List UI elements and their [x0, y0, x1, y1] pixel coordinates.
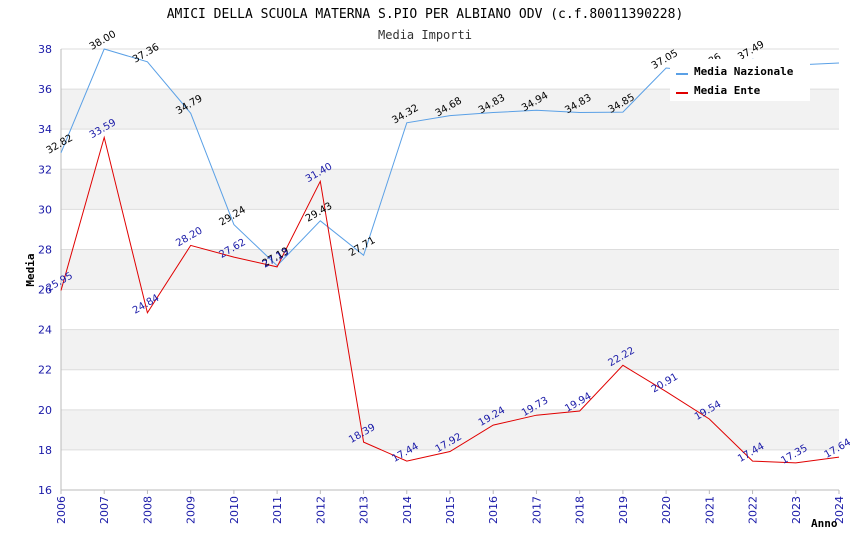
x-tick-label: 2009	[185, 496, 198, 524]
x-tick-label: 2014	[401, 496, 414, 524]
x-axis-label: Anno	[811, 517, 838, 530]
x-tick-label: 2008	[141, 496, 154, 524]
x-tick-label: 2012	[314, 496, 327, 524]
chart-title: AMICI DELLA SCUOLA MATERNA S.PIO PER ALB…	[167, 7, 684, 22]
x-tick-label: 2006	[55, 496, 68, 524]
x-tick-label: 2022	[747, 496, 760, 524]
legend-box	[670, 59, 810, 101]
legend: Media Nazionale Media Ente	[670, 59, 810, 101]
y-tick-label: 20	[38, 404, 52, 417]
grid-band	[61, 249, 839, 290]
y-tick-label: 34	[38, 123, 52, 136]
data-label: 25.95	[45, 270, 75, 294]
y-tick-label: 16	[38, 484, 52, 497]
grid-band	[61, 409, 839, 450]
y-tick-label: 32	[38, 163, 52, 176]
y-tick-label: 36	[38, 83, 52, 96]
x-tick-label: 2010	[228, 496, 241, 524]
x-tick-label: 2019	[617, 496, 630, 524]
data-label: 37.36	[131, 42, 161, 66]
grid-band	[61, 329, 839, 370]
y-tick-label: 18	[38, 444, 52, 457]
x-tick-label: 2021	[703, 496, 716, 524]
x-tick-label: 2011	[271, 496, 284, 524]
y-tick-label: 28	[38, 243, 52, 256]
series-line-1	[60, 135, 840, 464]
legend-entry: Media Nazionale	[694, 65, 794, 78]
y-tick-label: 30	[38, 203, 52, 216]
data-label: 32.82	[45, 133, 75, 157]
x-tick-label: 2024	[833, 496, 846, 524]
x-axis-ticks: 2006 2007 2008 2009 2010 2011 2012 2013 2014 2015…	[55, 490, 846, 524]
data-label: 20.91	[650, 371, 680, 395]
x-tick-label: 2020	[660, 496, 673, 524]
x-tick-label: 2017	[530, 496, 543, 524]
gridlines	[61, 48, 839, 491]
grid-band	[61, 169, 839, 210]
x-tick-label: 2013	[358, 496, 371, 524]
grid-bands	[61, 89, 839, 450]
y-tick-label: 24	[38, 324, 52, 337]
x-tick-label: 2023	[790, 496, 803, 524]
y-axis-label: Media	[24, 253, 37, 286]
y-tick-label: 26	[38, 284, 52, 297]
y-tick-label: 22	[38, 364, 52, 377]
chart-subtitle: Media Importi	[378, 28, 472, 42]
y-tick-label: 38	[38, 43, 52, 56]
x-tick-label: 2016	[487, 496, 500, 524]
data-label: 28.20	[174, 225, 204, 249]
y-axis-ticks: 16 18 20 22 24 26 28 30 32 34 36 38	[38, 43, 52, 497]
x-tick-label: 2007	[98, 496, 111, 524]
x-tick-label: 2015	[444, 496, 457, 524]
legend-entry: Media Ente	[694, 84, 761, 97]
data-label: 24.84	[131, 293, 161, 317]
x-tick-label: 2018	[574, 496, 587, 524]
